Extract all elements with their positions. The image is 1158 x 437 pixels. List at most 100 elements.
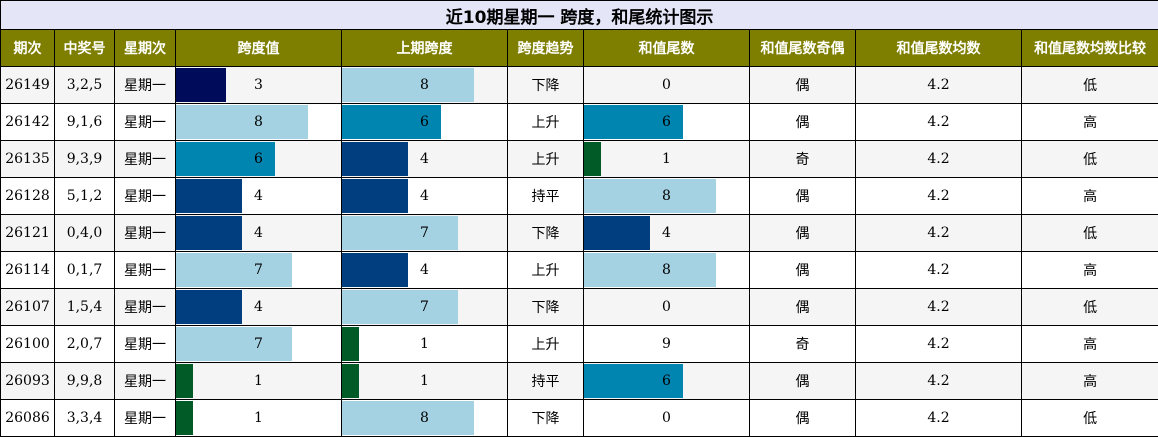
parity-cell: 偶 — [750, 104, 856, 141]
prev-span-bar — [342, 364, 359, 398]
prev-span-cell: 7 — [342, 215, 508, 252]
numbers-cell: 9,9,8 — [55, 363, 115, 400]
sum-tail-cell: 0 — [584, 289, 750, 326]
sum-tail-label: 1 — [662, 151, 671, 167]
sum-tail-cell: 9 — [584, 326, 750, 363]
sum-tail-label: 8 — [662, 262, 671, 278]
span-cell: 4 — [176, 178, 342, 215]
sum-tail-cell: 8 — [584, 178, 750, 215]
trend-cell: 下降 — [508, 289, 584, 326]
avg-cell: 4.2 — [856, 400, 1022, 437]
numbers-cell: 2,0,7 — [55, 326, 115, 363]
issue-cell: 26135 — [1, 141, 55, 178]
span-bar — [176, 68, 226, 102]
sum-tail-bar — [584, 253, 716, 287]
avg-cell: 4.2 — [856, 363, 1022, 400]
prev-span-bar — [342, 327, 359, 361]
avg-cell: 4.2 — [856, 326, 1022, 363]
prev-span-cell: 6 — [342, 104, 508, 141]
span-bar — [176, 364, 193, 398]
compare-cell: 高 — [1022, 104, 1158, 141]
sum-tail-bar — [584, 179, 716, 213]
span-bar — [176, 401, 193, 435]
weekday-cell: 星期一 — [115, 400, 176, 437]
weekday-cell: 星期一 — [115, 363, 176, 400]
prev-span-cell: 1 — [342, 326, 508, 363]
sum-tail-label: 6 — [662, 373, 671, 389]
issue-cell: 26149 — [1, 67, 55, 104]
trend-cell: 下降 — [508, 400, 584, 437]
avg-cell: 4.2 — [856, 252, 1022, 289]
prev-span-label: 1 — [420, 336, 429, 352]
weekday-cell: 星期一 — [115, 252, 176, 289]
issue-cell: 26114 — [1, 252, 55, 289]
parity-cell: 奇 — [750, 141, 856, 178]
parity-cell: 偶 — [750, 178, 856, 215]
trend-cell: 上升 — [508, 141, 584, 178]
span-label: 4 — [254, 299, 263, 315]
sum-tail-cell: 0 — [584, 400, 750, 437]
sum-tail-cell: 8 — [584, 252, 750, 289]
weekday-cell: 星期一 — [115, 141, 176, 178]
span-label: 4 — [254, 225, 263, 241]
numbers-cell: 0,4,0 — [55, 215, 115, 252]
span-bar — [176, 216, 242, 250]
compare-cell: 低 — [1022, 215, 1158, 252]
issue-cell: 26121 — [1, 215, 55, 252]
prev-span-label: 6 — [420, 114, 429, 130]
header-sum-tail: 和值尾数 — [584, 30, 750, 67]
span-cell: 3 — [176, 67, 342, 104]
compare-cell: 低 — [1022, 289, 1158, 326]
avg-cell: 4.2 — [856, 215, 1022, 252]
weekday-cell: 星期一 — [115, 67, 176, 104]
prev-span-label: 4 — [420, 262, 429, 278]
span-bar — [176, 179, 242, 213]
parity-cell: 偶 — [750, 67, 856, 104]
prev-span-cell: 8 — [342, 400, 508, 437]
trend-cell: 上升 — [508, 252, 584, 289]
prev-span-cell: 4 — [342, 252, 508, 289]
prev-span-bar — [342, 68, 474, 102]
span-cell: 7 — [176, 252, 342, 289]
sum-tail-label: 0 — [662, 77, 671, 93]
avg-cell: 4.2 — [856, 141, 1022, 178]
span-label: 1 — [254, 373, 263, 389]
sum-tail-cell: 0 — [584, 67, 750, 104]
header-prev-span: 上期跨度 — [342, 30, 508, 67]
avg-cell: 4.2 — [856, 104, 1022, 141]
numbers-cell: 5,1,2 — [55, 178, 115, 215]
issue-cell: 26128 — [1, 178, 55, 215]
parity-cell: 偶 — [750, 252, 856, 289]
sum-tail-label: 0 — [662, 410, 671, 426]
span-bar — [176, 105, 308, 139]
compare-cell: 高 — [1022, 326, 1158, 363]
prev-span-bar — [342, 216, 458, 250]
avg-cell: 4.2 — [856, 67, 1022, 104]
span-bar — [176, 290, 242, 324]
span-cell: 1 — [176, 363, 342, 400]
numbers-cell: 9,3,9 — [55, 141, 115, 178]
issue-cell: 26142 — [1, 104, 55, 141]
compare-cell: 低 — [1022, 400, 1158, 437]
numbers-cell: 9,1,6 — [55, 104, 115, 141]
compare-cell: 高 — [1022, 178, 1158, 215]
prev-span-label: 4 — [420, 151, 429, 167]
prev-span-cell: 4 — [342, 178, 508, 215]
parity-cell: 偶 — [750, 400, 856, 437]
header-numbers: 中奖号 — [55, 30, 115, 67]
prev-span-bar — [342, 290, 458, 324]
issue-cell: 26107 — [1, 289, 55, 326]
numbers-cell: 0,1,7 — [55, 252, 115, 289]
table-title: 近10期星期一 跨度，和尾统计图示 — [1, 1, 1158, 30]
sum-tail-label: 9 — [662, 336, 671, 352]
prev-span-label: 8 — [420, 77, 429, 93]
trend-cell: 下降 — [508, 215, 584, 252]
trend-cell: 持平 — [508, 363, 584, 400]
compare-cell: 低 — [1022, 67, 1158, 104]
